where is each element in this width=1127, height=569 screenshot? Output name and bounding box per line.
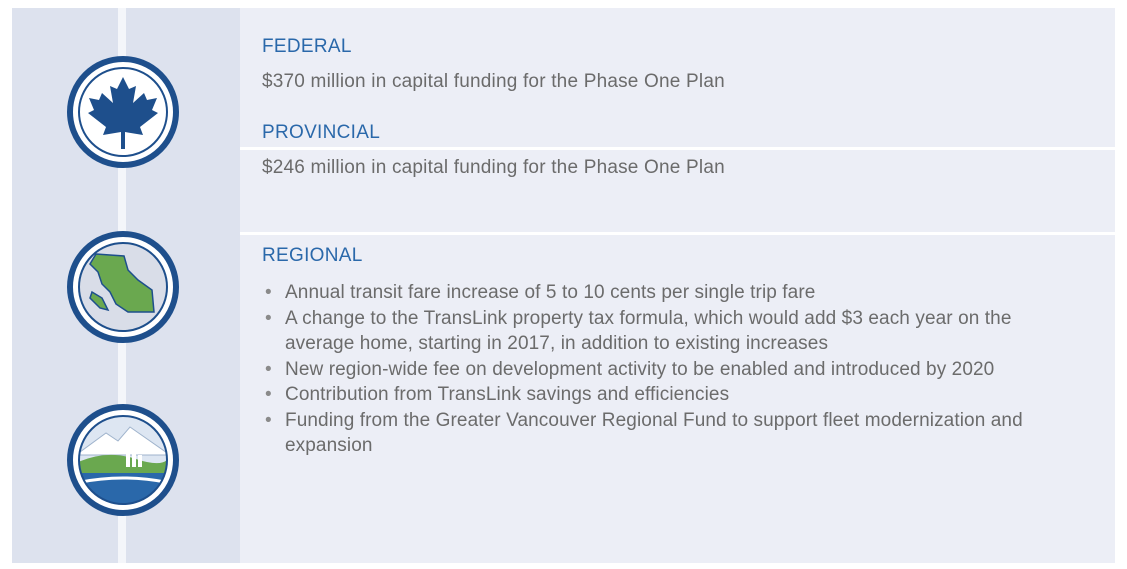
bullet-item: Funding from the Greater Vancouver Regio… bbox=[262, 408, 1062, 459]
section-heading: FEDERAL bbox=[262, 36, 352, 57]
section-text: $370 million in capital funding for the … bbox=[262, 71, 725, 92]
bullet-item: New region-wide fee on development activ… bbox=[262, 357, 1062, 383]
separator bbox=[240, 147, 1115, 150]
bullet-item: A change to the TransLink property tax f… bbox=[262, 306, 1062, 357]
bullet-list: Annual transit fare increase of 5 to 10 … bbox=[262, 280, 1062, 459]
section-text: $246 million in capital funding for the … bbox=[262, 157, 725, 178]
provincial-icon bbox=[67, 231, 179, 343]
separator bbox=[240, 232, 1115, 235]
bullet-item: Contribution from TransLink savings and … bbox=[262, 382, 1062, 408]
section-heading: REGIONAL bbox=[262, 245, 363, 266]
bullet-item: Annual transit fare increase of 5 to 10 … bbox=[262, 280, 1062, 306]
regional-icon bbox=[67, 404, 179, 516]
federal-icon bbox=[67, 56, 179, 168]
section-heading: PROVINCIAL bbox=[262, 122, 381, 143]
